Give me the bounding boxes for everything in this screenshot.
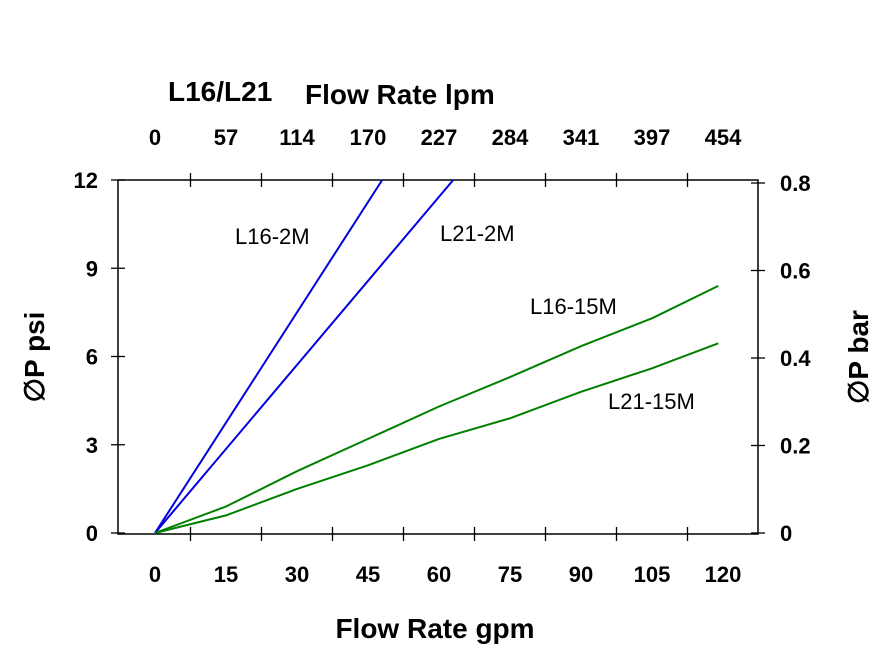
x-top-tick-label: 284 <box>492 125 529 150</box>
x-tick-label: 0 <box>149 562 161 587</box>
series-line-l21-2m <box>154 179 454 534</box>
y-axis-title: ∅P psi <box>19 312 50 403</box>
series-label: L16-2M <box>235 224 310 249</box>
series-label: L21-2M <box>440 221 515 246</box>
series-label: L16-15M <box>530 294 617 319</box>
x-tick-label: 45 <box>356 562 380 587</box>
x-axis-title: Flow Rate gpm <box>335 613 534 644</box>
y2-tick-label: 0.6 <box>780 259 811 284</box>
x-tick-label: 15 <box>214 562 238 587</box>
x-top-tick-label: 57 <box>214 125 238 150</box>
y2-tick-label: 0.8 <box>780 171 811 196</box>
x-tick-label: 60 <box>427 562 451 587</box>
x-top-tick-label: 227 <box>421 125 458 150</box>
x-top-tick-label: 170 <box>350 125 387 150</box>
y-tick-label: 12 <box>74 168 98 193</box>
series-label: L21-15M <box>608 389 695 414</box>
series-line-l21-15m <box>154 342 719 534</box>
x-tick-label: 30 <box>285 562 309 587</box>
y2-tick-label: 0 <box>780 521 792 546</box>
x-top-tick-label: 397 <box>634 125 671 150</box>
y-tick-label: 3 <box>86 433 98 458</box>
plot-frame <box>117 179 759 535</box>
y-tick-label: 9 <box>86 256 98 281</box>
x-tick-label: 90 <box>569 562 593 587</box>
x-tick-label: 120 <box>705 562 742 587</box>
y2-axis-title: ∅P bar <box>843 310 874 404</box>
y2-tick-label: 0.4 <box>780 346 811 371</box>
x-top-tick-label: 341 <box>563 125 600 150</box>
x-top-tick-label: 0 <box>149 125 161 150</box>
y-tick-label: 0 <box>86 521 98 546</box>
x-tick-label: 75 <box>498 562 522 587</box>
x-top-tick-label: 454 <box>705 125 742 150</box>
series-line-l16-15m <box>154 285 719 534</box>
x-tick-label: 105 <box>634 562 671 587</box>
top-title: Flow Rate lpm <box>305 79 495 110</box>
y2-tick-label: 0.2 <box>780 434 811 459</box>
y-tick-label: 6 <box>86 345 98 370</box>
x-top-tick-label: 114 <box>279 125 315 150</box>
top-title-prefix: L16/L21 <box>168 76 272 107</box>
series-line-l16-2m <box>154 179 384 534</box>
